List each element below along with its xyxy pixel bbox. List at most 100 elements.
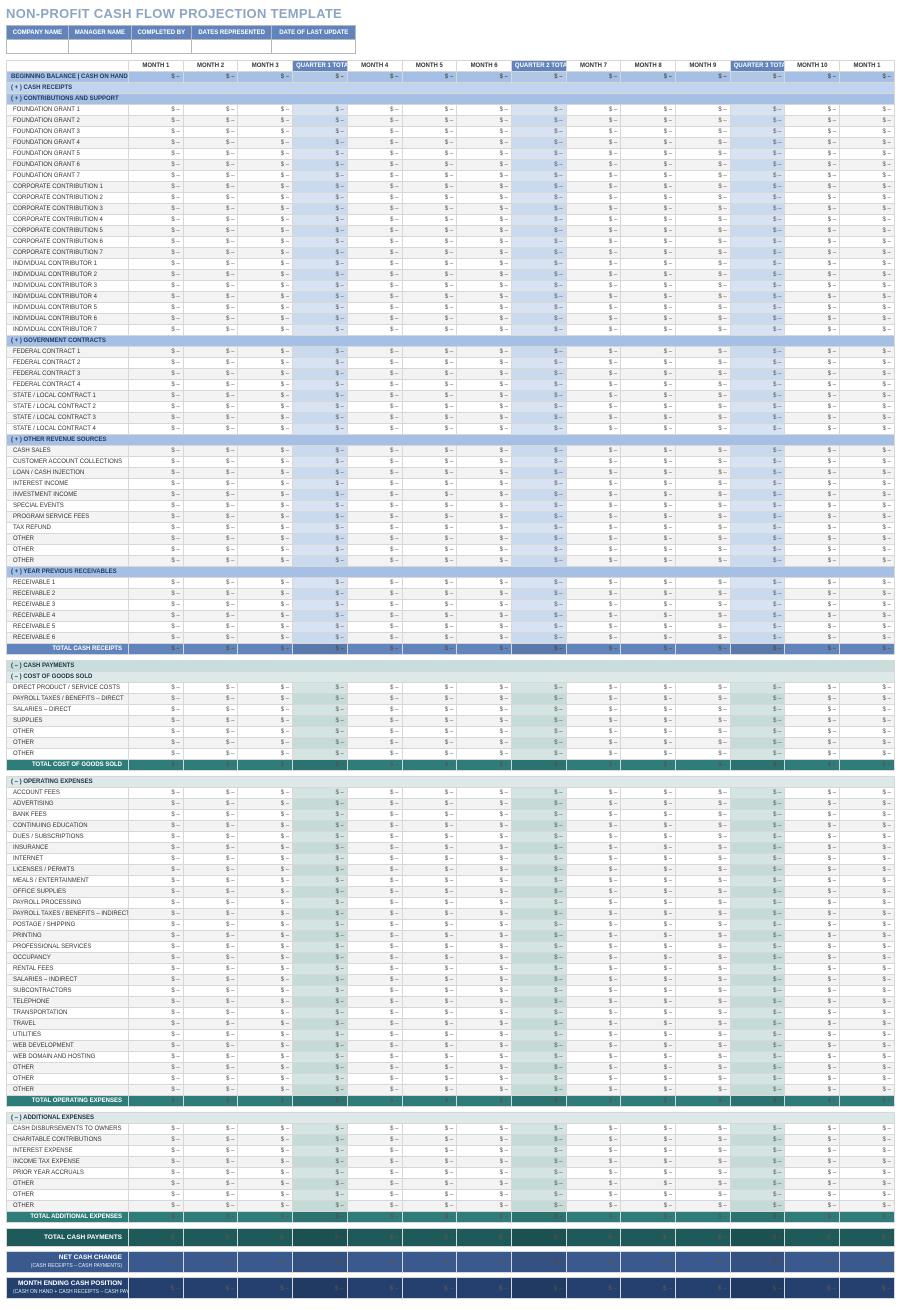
value-cell[interactable]: $ – <box>676 149 731 160</box>
value-cell[interactable]: $ – <box>347 810 402 821</box>
value-cell[interactable]: $ – <box>840 694 895 705</box>
value-cell[interactable]: $ – <box>840 468 895 479</box>
value-cell[interactable]: $ – <box>183 843 238 854</box>
value-cell[interactable]: $ – <box>621 694 676 705</box>
value-cell[interactable]: $ – <box>183 788 238 799</box>
value-cell[interactable]: $ – <box>621 920 676 931</box>
value-cell[interactable]: $ – <box>129 909 184 920</box>
value-cell[interactable]: $ – <box>457 149 512 160</box>
value-cell[interactable]: $ – <box>566 1063 621 1074</box>
value-cell[interactable]: $ – <box>347 705 402 716</box>
value-cell[interactable]: $ – <box>183 683 238 694</box>
value-cell[interactable]: $ – <box>129 997 184 1008</box>
value-cell[interactable]: $ – <box>402 314 457 325</box>
value-cell[interactable]: $ – <box>238 1168 293 1179</box>
value-cell[interactable]: $ – <box>676 832 731 843</box>
value-cell[interactable]: $ – <box>238 1124 293 1135</box>
value-cell[interactable]: $ – <box>785 788 840 799</box>
value-cell[interactable]: $ – <box>566 865 621 876</box>
value-cell[interactable]: $ – <box>238 1030 293 1041</box>
value-cell[interactable]: $ – <box>238 1052 293 1063</box>
value-cell[interactable]: $ – <box>402 303 457 314</box>
value-cell[interactable]: $ – <box>566 986 621 997</box>
value-cell[interactable]: $ – <box>347 490 402 501</box>
value-cell[interactable]: $ – <box>676 1030 731 1041</box>
value-cell[interactable]: $ – <box>840 749 895 760</box>
value-cell[interactable]: $ – <box>129 292 184 303</box>
value-cell[interactable]: $ – <box>566 347 621 358</box>
value-cell[interactable]: $ – <box>566 380 621 391</box>
value-cell[interactable]: $ – <box>238 953 293 964</box>
value-cell[interactable]: $ – <box>566 1052 621 1063</box>
value-cell[interactable]: $ – <box>840 821 895 832</box>
value-cell[interactable]: $ – <box>129 1146 184 1157</box>
value-cell[interactable]: $ – <box>676 182 731 193</box>
value-cell[interactable]: $ – <box>402 1052 457 1063</box>
value-cell[interactable]: $ – <box>238 512 293 523</box>
value-cell[interactable]: $ – <box>347 358 402 369</box>
value-cell[interactable]: $ – <box>347 479 402 490</box>
value-cell[interactable]: $ – <box>840 523 895 534</box>
value-cell[interactable]: $ – <box>129 281 184 292</box>
value-cell[interactable]: $ – <box>785 716 840 727</box>
value-cell[interactable]: $ – <box>402 512 457 523</box>
value-cell[interactable]: $ – <box>238 1085 293 1096</box>
value-cell[interactable]: $ – <box>840 325 895 336</box>
value-cell[interactable]: $ – <box>238 105 293 116</box>
value-cell[interactable]: $ – <box>347 1179 402 1190</box>
value-cell[interactable]: $ – <box>621 248 676 259</box>
value-cell[interactable]: $ – <box>621 1008 676 1019</box>
value-cell[interactable]: $ – <box>183 556 238 567</box>
value-cell[interactable]: $ – <box>840 248 895 259</box>
value-cell[interactable]: $ – <box>676 138 731 149</box>
value-cell[interactable]: $ – <box>402 116 457 127</box>
value-cell[interactable]: $ – <box>457 479 512 490</box>
value-cell[interactable]: $ – <box>676 237 731 248</box>
value-cell[interactable]: $ – <box>402 727 457 738</box>
value-cell[interactable]: $ – <box>238 1008 293 1019</box>
value-cell[interactable]: $ – <box>566 738 621 749</box>
value-cell[interactable]: $ – <box>347 622 402 633</box>
value-cell[interactable]: $ – <box>129 727 184 738</box>
value-cell[interactable]: $ – <box>621 1168 676 1179</box>
value-cell[interactable]: $ – <box>785 116 840 127</box>
value-cell[interactable]: $ – <box>402 545 457 556</box>
value-cell[interactable]: $ – <box>347 1124 402 1135</box>
value-cell[interactable]: $ – <box>183 953 238 964</box>
value-cell[interactable]: $ – <box>621 898 676 909</box>
value-cell[interactable]: $ – <box>566 1168 621 1179</box>
value-cell[interactable]: $ – <box>840 600 895 611</box>
value-cell[interactable]: $ – <box>347 633 402 644</box>
value-cell[interactable]: $ – <box>238 556 293 567</box>
value-cell[interactable]: $ – <box>785 237 840 248</box>
value-cell[interactable]: $ – <box>347 1008 402 1019</box>
value-cell[interactable]: $ – <box>402 270 457 281</box>
value-cell[interactable]: $ – <box>840 402 895 413</box>
value-cell[interactable]: $ – <box>566 975 621 986</box>
value-cell[interactable]: $ – <box>840 788 895 799</box>
value-cell[interactable]: $ – <box>457 105 512 116</box>
value-cell[interactable]: $ – <box>183 942 238 953</box>
value-cell[interactable]: $ – <box>129 1074 184 1085</box>
value-cell[interactable]: $ – <box>566 534 621 545</box>
value-cell[interactable]: $ – <box>676 749 731 760</box>
value-cell[interactable]: $ – <box>566 832 621 843</box>
value-cell[interactable]: $ – <box>566 270 621 281</box>
value-cell[interactable]: $ – <box>402 171 457 182</box>
value-cell[interactable]: $ – <box>457 369 512 380</box>
value-cell[interactable]: $ – <box>840 1019 895 1030</box>
value-cell[interactable]: $ – <box>457 788 512 799</box>
value-cell[interactable]: $ – <box>785 887 840 898</box>
value-cell[interactable]: $ – <box>183 303 238 314</box>
value-cell[interactable]: $ – <box>457 683 512 694</box>
value-cell[interactable]: $ – <box>457 1019 512 1030</box>
value-cell[interactable]: $ – <box>457 303 512 314</box>
meta-input[interactable] <box>272 40 356 54</box>
value-cell[interactable]: $ – <box>238 694 293 705</box>
value-cell[interactable]: $ – <box>840 633 895 644</box>
value-cell[interactable]: $ – <box>347 259 402 270</box>
value-cell[interactable]: $ – <box>621 501 676 512</box>
value-cell[interactable]: $ – <box>129 953 184 964</box>
value-cell[interactable]: $ – <box>621 799 676 810</box>
value-cell[interactable]: $ – <box>129 1008 184 1019</box>
